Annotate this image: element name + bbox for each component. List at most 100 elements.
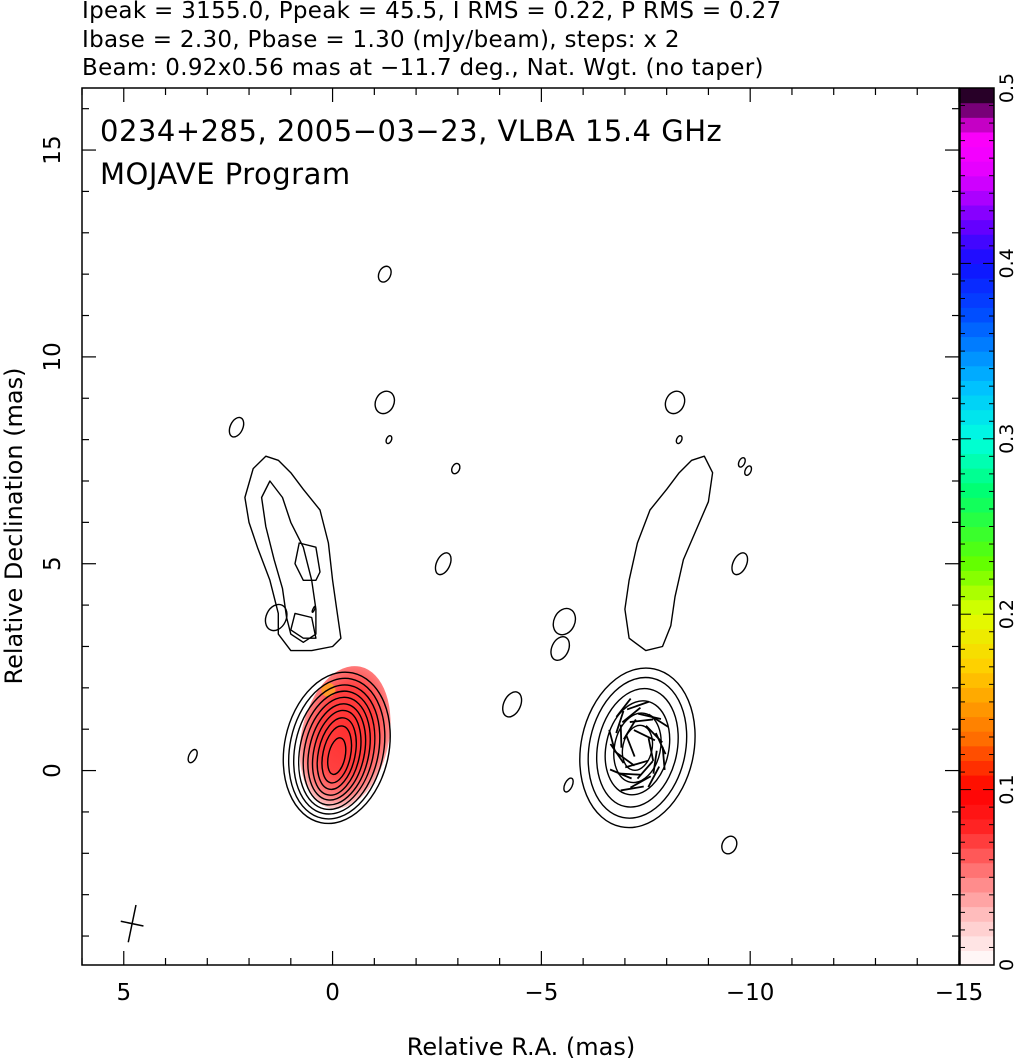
colorbar-band xyxy=(960,891,994,908)
colorbar-tick-label: 0.1 xyxy=(996,774,1018,804)
core-contour-1-9 xyxy=(321,725,353,784)
polarization-vector xyxy=(619,724,623,748)
colorbar-band xyxy=(960,292,994,308)
beam-minor-axis xyxy=(120,920,144,927)
colorbar-tick-label: 0.4 xyxy=(996,248,1018,278)
colorbar-band xyxy=(960,760,994,776)
colorbar-band xyxy=(960,409,994,425)
colorbar-band xyxy=(960,511,994,528)
axis-ticks: 5 0 −5 −10 −15 0 5 10 15 xyxy=(40,88,983,1006)
colorbar-tick-label: 0 xyxy=(996,959,1018,971)
x-tick-label: −15 xyxy=(935,980,984,1006)
core-contour-1-7 xyxy=(311,709,362,796)
colorbar-band xyxy=(960,526,994,542)
x-tick-label: −10 xyxy=(726,980,775,1006)
colorbar-band xyxy=(960,131,994,148)
polarization-vector xyxy=(615,698,632,718)
colorbar-band xyxy=(960,146,994,162)
noise-contour xyxy=(563,777,574,793)
colorbar-band xyxy=(960,614,994,630)
colorbar: 0 0.1 0.2 0.3 0.4 0.5 xyxy=(959,73,1018,971)
colorbar-band xyxy=(960,263,994,279)
colorbar-band xyxy=(960,175,994,191)
colorbar-band xyxy=(960,234,994,250)
colorbar-band xyxy=(960,745,994,761)
colorbar-band xyxy=(960,424,994,440)
core-contour-2-2 xyxy=(587,676,688,819)
colorbar-band xyxy=(960,570,994,586)
polarization-vector xyxy=(625,759,648,769)
colorbar-band xyxy=(960,599,994,615)
polarization-vector xyxy=(615,710,625,734)
core-contour-1-4 xyxy=(297,690,376,811)
noise-contour xyxy=(434,552,452,576)
plot-background xyxy=(82,88,959,965)
x-tick-label: −5 xyxy=(524,980,558,1006)
y-tick-label: 15 xyxy=(40,135,66,164)
colorbar-band xyxy=(960,336,994,352)
noise-contour xyxy=(737,457,746,468)
colorbar-band xyxy=(960,804,994,820)
colorbar-band xyxy=(960,453,994,469)
noise-contour xyxy=(721,835,738,855)
colorbar-fill xyxy=(960,88,994,966)
polarization-vector xyxy=(609,743,625,764)
core-contour-1-8 xyxy=(316,717,357,791)
noise-contour xyxy=(264,603,288,632)
noise-contour xyxy=(664,390,686,415)
colorbar-band xyxy=(960,204,994,221)
colorbar-band xyxy=(960,307,994,323)
core-contour-2-4 xyxy=(604,700,671,796)
noise-contour xyxy=(187,748,198,764)
x-axis-label: Relative R.A. (mas) xyxy=(407,1033,635,1060)
map-layer xyxy=(120,265,753,943)
colorbar-band xyxy=(960,687,994,703)
colorbar-band xyxy=(960,862,994,878)
polarization-vector xyxy=(625,734,636,757)
jet-contour-1-1 xyxy=(244,455,342,652)
noise-contour xyxy=(744,465,753,477)
noise-contour xyxy=(374,390,396,415)
polarization-vector xyxy=(636,760,654,780)
polarization-vector xyxy=(652,750,658,774)
header-line-2: Ibase = 2.30, Pbase = 1.30 (mJy/beam), s… xyxy=(82,27,680,53)
colorbar-band xyxy=(960,380,994,396)
y-tick-label: 10 xyxy=(40,342,66,371)
noise-contour xyxy=(550,636,571,662)
plot-frame xyxy=(81,87,960,966)
polarization-vector xyxy=(626,700,650,711)
colorbar-band xyxy=(960,190,994,206)
noise-contour xyxy=(731,552,749,576)
jet-contour-2-1 xyxy=(624,455,714,652)
core-contour-1-10 xyxy=(327,737,347,776)
colorbar-band xyxy=(960,278,994,294)
plot-title-line-1: 0234+285, 2005−03−23, VLBA 15.4 GHz xyxy=(100,114,722,148)
colorbar-band xyxy=(960,351,994,367)
colorbar-band xyxy=(960,117,994,133)
noise-contour xyxy=(450,462,461,475)
colorbar-band xyxy=(960,248,994,264)
core-contour-1-1 xyxy=(282,671,391,825)
colorbar-band xyxy=(960,541,994,557)
polarization-vector xyxy=(661,746,666,771)
colorbar-band xyxy=(960,818,994,835)
polarization-vector xyxy=(621,706,641,724)
colorbar-band xyxy=(960,468,994,484)
colorbar-band xyxy=(960,102,994,118)
colorbar-band xyxy=(960,906,994,922)
x-tick-label: 5 xyxy=(116,980,131,1006)
colorbar-band xyxy=(960,731,994,747)
jet-contour-1-3 xyxy=(294,542,321,581)
colorbar-band xyxy=(960,877,994,893)
colorbar-tick-label: 0.3 xyxy=(996,424,1018,454)
polarization-vector xyxy=(647,738,655,762)
core-contour-2-3 xyxy=(595,687,679,808)
colorbar-band xyxy=(960,482,994,498)
colorbar-band xyxy=(960,555,994,571)
colorbar-ticks: 0 0.1 0.2 0.3 0.4 0.5 xyxy=(960,73,1018,971)
colorbar-band xyxy=(960,438,994,455)
colorbar-band xyxy=(960,935,994,951)
polarization-vector xyxy=(620,785,644,792)
colorbar-band xyxy=(960,716,994,732)
